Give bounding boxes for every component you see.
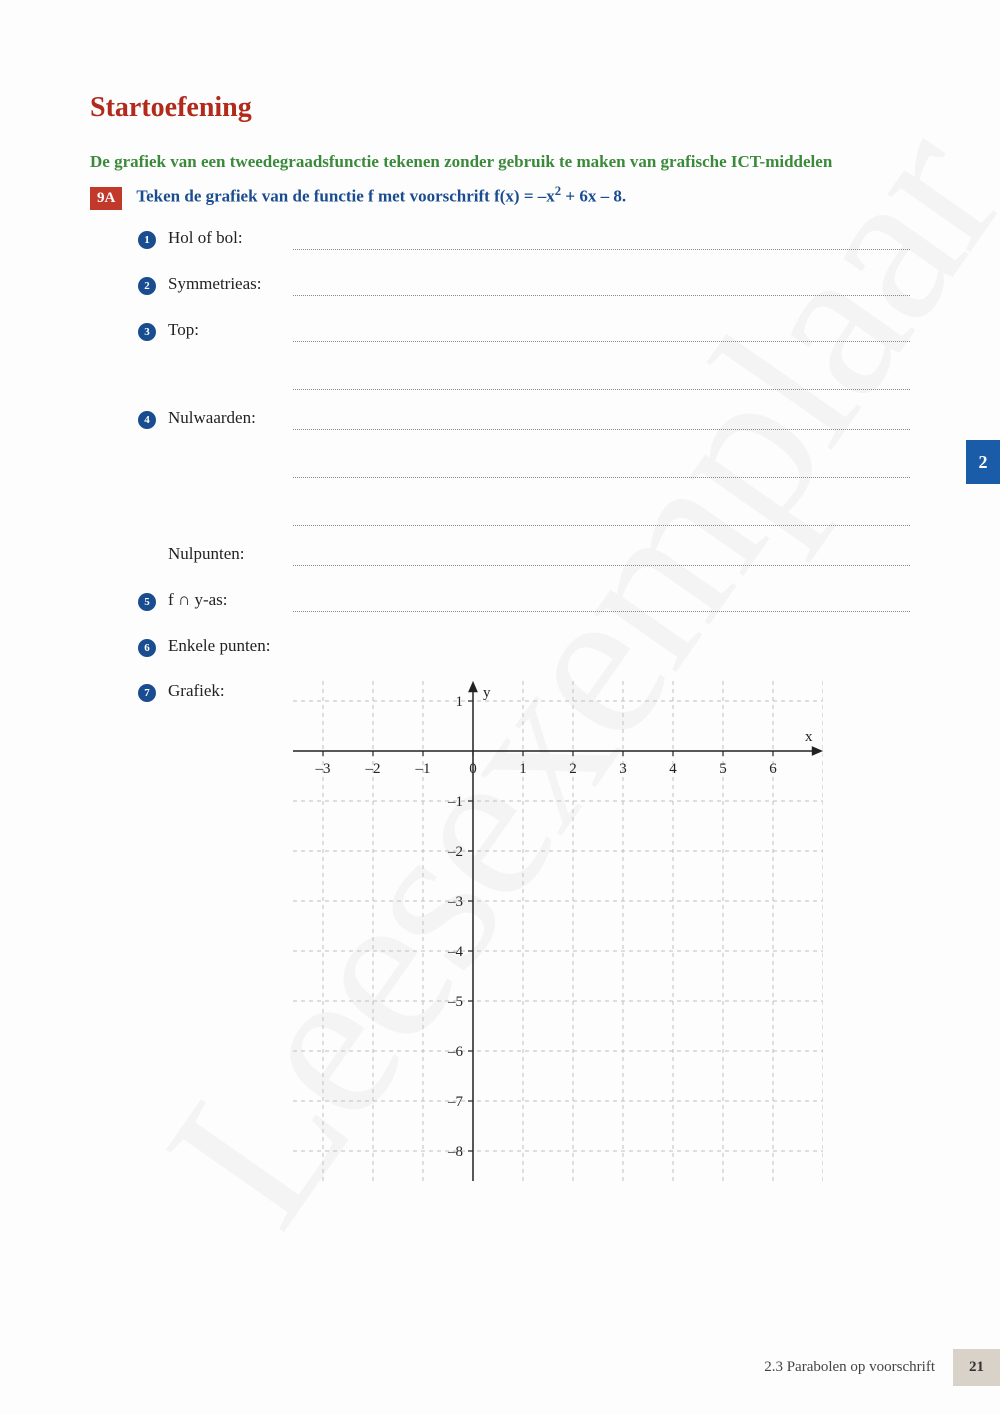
fill-line <box>293 320 910 342</box>
fill-line <box>293 504 910 526</box>
item-label: Hol of bol: <box>168 228 293 248</box>
items-list: 1 Hol of bol: 2 Symmetrieas: 3 Top: 4 Nulwaarde… <box>138 228 910 1186</box>
fill-line <box>293 456 910 478</box>
svg-text:x: x <box>805 729 813 745</box>
item-row: 3 Top: <box>138 320 910 390</box>
item-row: 6 Enkele punten: <box>138 636 910 657</box>
item-row: 7 Grafiek: –3 –2 –1 0 1 2 3 4 5 6 1 –1 –2 –3 –4 –5 –6 –7 –8 x… <box>138 681 910 1186</box>
item-row: 4 Nulwaarden: <box>138 408 910 526</box>
page-heading: Startoefening <box>90 92 910 124</box>
page-footer: 2.3 Parabolen op voorschrift 21 <box>764 1349 1000 1386</box>
item-bullet: 3 <box>138 323 156 341</box>
svg-text:5: 5 <box>719 761 727 777</box>
item-bullet: 1 <box>138 231 156 249</box>
item-row: 5 f ∩ y-as: <box>138 590 910 612</box>
svg-text:–1: –1 <box>415 761 431 777</box>
fill-line <box>293 544 910 566</box>
svg-text:3: 3 <box>619 761 627 777</box>
fill-line <box>293 274 910 296</box>
coordinate-grid: –3 –2 –1 0 1 2 3 4 5 6 1 –1 –2 –3 –4 –5 –6 –7 –8 x y <box>293 681 823 1181</box>
fill-line <box>293 228 910 250</box>
fill-line <box>293 368 910 390</box>
svg-text:–3: –3 <box>315 761 331 777</box>
footer-section: 2.3 Parabolen op voorschrift <box>764 1359 935 1376</box>
task-badge: 9A <box>90 187 122 210</box>
item-label: Symmetrieas: <box>168 274 293 294</box>
page-content: Startoefening De grafiek van een tweedeg… <box>0 0 1000 1186</box>
svg-text:–6: –6 <box>447 1044 464 1060</box>
svg-text:–2: –2 <box>365 761 381 777</box>
svg-text:1: 1 <box>456 694 464 710</box>
item-bullet: 6 <box>138 639 156 657</box>
task-row: 9A Teken de grafiek van de functie f met… <box>90 184 910 210</box>
item-bullet: 5 <box>138 593 156 611</box>
item-label: Grafiek: <box>168 681 293 701</box>
svg-text:–7: –7 <box>447 1094 464 1110</box>
fill-line <box>293 408 910 430</box>
svg-text:–5: –5 <box>447 994 463 1010</box>
item-bullet: 7 <box>138 684 156 702</box>
svg-text:4: 4 <box>669 761 677 777</box>
svg-text:0: 0 <box>469 761 477 777</box>
svg-text:y: y <box>483 685 491 701</box>
item-row: Nulpunten: <box>138 544 910 566</box>
fill-lines <box>293 228 910 250</box>
task-text: Teken de grafiek van de functie f met vo… <box>136 184 626 207</box>
fill-lines <box>293 274 910 296</box>
task-text-suffix: + 6x – 8. <box>561 187 626 206</box>
svg-text:–8: –8 <box>447 1144 463 1160</box>
graph-container: –3 –2 –1 0 1 2 3 4 5 6 1 –1 –2 –3 –4 –5 –6 –7 –8 x y <box>293 681 910 1186</box>
svg-text:6: 6 <box>769 761 777 777</box>
item-label: Nulwaarden: <box>168 408 293 428</box>
svg-text:2: 2 <box>569 761 577 777</box>
item-row: 2 Symmetrieas: <box>138 274 910 296</box>
item-bullet: 4 <box>138 411 156 429</box>
svg-text:–3: –3 <box>447 894 463 910</box>
svg-text:–2: –2 <box>447 844 463 860</box>
item-label: Enkele punten: <box>168 636 293 656</box>
fill-lines <box>293 408 910 526</box>
svg-text:1: 1 <box>519 761 527 777</box>
task-text-prefix: Teken de grafiek van de functie f met vo… <box>136 187 554 206</box>
fill-line <box>293 590 910 612</box>
subheading: De grafiek van een tweedegraadsfunctie t… <box>90 152 910 172</box>
fill-lines <box>293 544 910 566</box>
item-label: Nulpunten: <box>168 544 293 564</box>
fill-lines <box>293 590 910 612</box>
item-label: Top: <box>168 320 293 340</box>
item-bullet: 2 <box>138 277 156 295</box>
item-label: f ∩ y-as: <box>168 590 293 610</box>
svg-text:–1: –1 <box>447 794 463 810</box>
fill-lines <box>293 320 910 390</box>
item-row: 1 Hol of bol: <box>138 228 910 250</box>
footer-page-number: 21 <box>953 1349 1000 1386</box>
svg-text:–4: –4 <box>447 944 464 960</box>
